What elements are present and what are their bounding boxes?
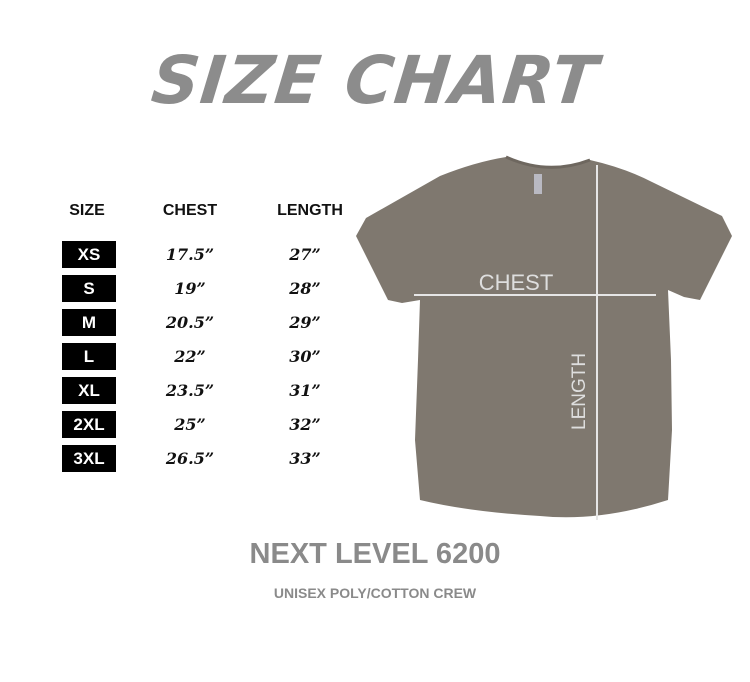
- chest-value: 17.5”: [165, 245, 215, 264]
- length-value: 33”: [289, 449, 321, 468]
- size-badge: M: [62, 309, 116, 336]
- table-row: 3XL 26.5” 33”: [0, 445, 360, 473]
- chest-value: 23.5”: [165, 381, 215, 400]
- length-label: LENGTH: [569, 353, 590, 430]
- chest-value: 26.5”: [165, 449, 215, 468]
- table-row: S 19” 28”: [0, 275, 360, 303]
- chest-value: 20.5”: [165, 313, 215, 332]
- size-badge: 2XL: [62, 411, 116, 438]
- chest-value: 19”: [174, 279, 206, 298]
- collar: [505, 155, 591, 169]
- chest-value: 25”: [174, 415, 206, 434]
- size-badge: S: [62, 275, 116, 302]
- neck-tag: [534, 174, 542, 194]
- length-value: 32”: [289, 415, 321, 434]
- size-badge: L: [62, 343, 116, 370]
- table-row: XS 17.5” 27”: [0, 241, 360, 269]
- table-row: L 22” 30”: [0, 343, 360, 371]
- table-row: M 20.5” 29”: [0, 309, 360, 337]
- length-value: 29”: [289, 313, 321, 332]
- header-chest: CHEST: [162, 202, 218, 219]
- length-value: 27”: [289, 245, 321, 264]
- size-badge: XL: [62, 377, 116, 404]
- product-description: UNISEX POLY/COTTON CREW: [273, 585, 477, 601]
- chest-value: 22”: [174, 347, 206, 366]
- chest-label: CHEST: [479, 270, 554, 295]
- length-value: 31”: [289, 381, 321, 400]
- header-size: SIZE: [69, 202, 105, 219]
- table-row: XL 23.5” 31”: [0, 377, 360, 405]
- header-length: LENGTH: [277, 202, 343, 219]
- length-value: 28”: [289, 279, 321, 298]
- size-badge: 3XL: [62, 445, 116, 472]
- tshirt-shape: [356, 157, 732, 518]
- size-badge: XS: [62, 241, 116, 268]
- product-model: NEXT LEVEL 6200: [249, 538, 501, 570]
- length-value: 30”: [289, 347, 321, 366]
- table-row: 2XL 25” 32”: [0, 411, 360, 439]
